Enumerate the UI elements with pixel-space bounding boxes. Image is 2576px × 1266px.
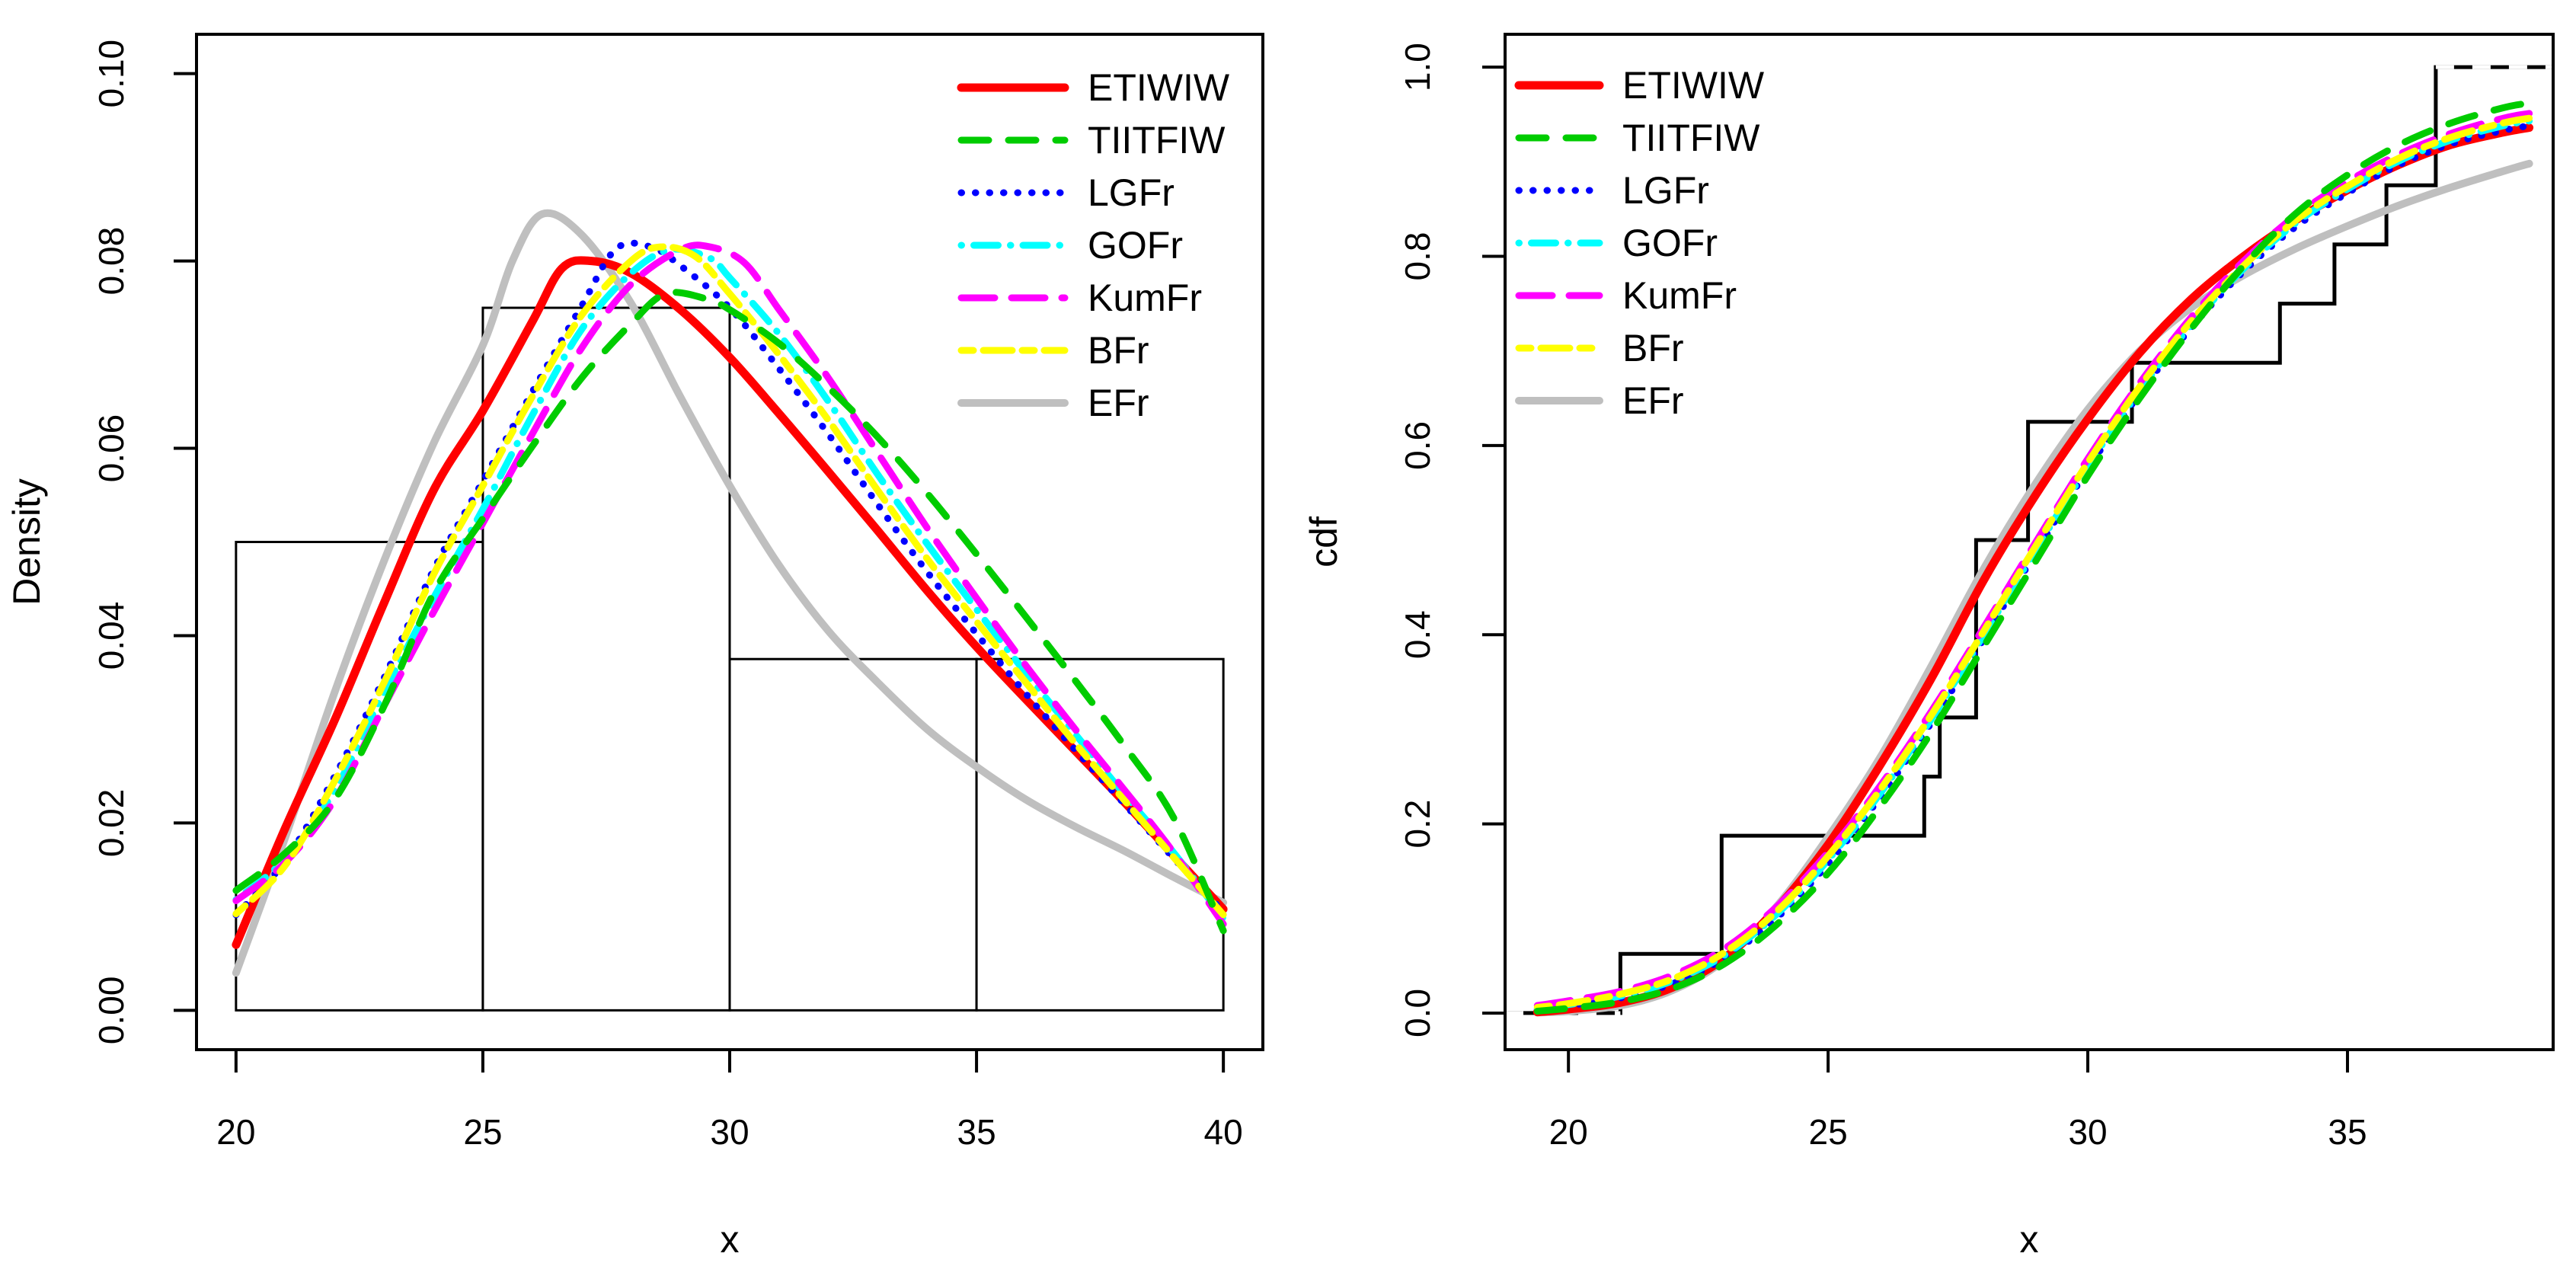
legend-label-BFr: BFr (1088, 329, 1149, 372)
x-tick-label: 20 (1549, 1112, 1588, 1152)
y-tick-label: 0.0 (1398, 989, 1437, 1037)
curve-LGFr (232, 239, 1227, 919)
x-axis-title: x (721, 1218, 740, 1261)
legend-label-LGFr: LGFr (1622, 169, 1709, 212)
cdf-panel: 20 25 30 35 0.0 0.2 0.4 0.6 0.8 1.0 x cdf ETIWIW TII… (1302, 33, 2555, 1261)
legend-item-KumFr: KumFr (957, 277, 1202, 319)
legend-label-KumFr: KumFr (1088, 277, 1202, 319)
curve-EFr (232, 209, 1228, 977)
y-tick-label: 0.6 (1398, 421, 1437, 470)
x-axis-title: x (2020, 1218, 2039, 1261)
y-tick-label: 0.02 (91, 789, 131, 858)
legend-label-EFr: EFr (1622, 379, 1684, 422)
legend-item-TIITFIW: TIITFIW (1515, 117, 1760, 159)
y-tick-label: 0.04 (91, 602, 131, 670)
ecdf-step-line (1505, 65, 2553, 1015)
legend-item-TIITFIW: TIITFIW (957, 119, 1226, 161)
legend-item-LGFr: LGFr (957, 171, 1175, 214)
legend-label-GOFr: GOFr (1088, 224, 1183, 267)
y-tick-label: 0.06 (91, 414, 131, 483)
curve-BFr (232, 243, 1227, 919)
legend-item-GOFr: GOFr (1515, 222, 1718, 264)
histogram-bar (975, 657, 1225, 1012)
y-axis-title: cdf (1302, 516, 1345, 567)
x-tick-label: 25 (463, 1112, 502, 1152)
x-tick-label: 35 (957, 1112, 996, 1152)
legend-item-LGFr: LGFr (1515, 169, 1709, 212)
y-tick-label: 0.10 (91, 40, 131, 108)
y-tick-label: 0.4 (1398, 610, 1437, 659)
curve-BFr (1533, 114, 2533, 1011)
curve-KumFr (232, 241, 1227, 928)
legend-item-KumFr: KumFr (1515, 274, 1737, 317)
x-tick-label: 20 (216, 1112, 255, 1152)
legend-item-GOFr: GOFr (957, 224, 1183, 267)
y-axis-title: Density (5, 478, 48, 606)
y-tick-label: 1.0 (1398, 43, 1437, 91)
histogram-bar (235, 541, 484, 1012)
histogram-bar (728, 657, 978, 1012)
y-tick-label: 0.08 (91, 227, 131, 296)
x-tick-label: 25 (1809, 1112, 1848, 1152)
curve-TIITFIW (232, 289, 1227, 935)
curve-ETIWIW (232, 256, 1228, 949)
legend-label-ETIWIW: ETIWIW (1088, 66, 1230, 109)
legend: ETIWIW TIITFIW LGFr GOFr KumFr BFr EFr (957, 66, 1230, 424)
y-tick-label: 0.8 (1398, 232, 1437, 280)
legend: ETIWIW TIITFIW LGFr GOFr KumFr BFr EFr (1514, 64, 1765, 422)
legend-item-ETIWIW: ETIWIW (957, 66, 1230, 109)
curve-GOFr (232, 245, 1227, 922)
legend-item-BFr: BFr (1515, 327, 1684, 369)
x-tick-label: 30 (710, 1112, 749, 1152)
legend-label-TIITFIW: TIITFIW (1088, 119, 1226, 161)
legend-label-TIITFIW: TIITFIW (1622, 117, 1760, 159)
y-tick-label: 0.2 (1398, 800, 1437, 849)
x-tick-label: 40 (1204, 1112, 1243, 1152)
plot-frame (1504, 33, 2555, 1051)
legend-label-GOFr: GOFr (1622, 222, 1718, 264)
legend-item-EFr: EFr (1515, 379, 1684, 422)
legend-label-LGFr: LGFr (1088, 171, 1175, 214)
y-tick-label: 0.00 (91, 977, 131, 1045)
legend-item-BFr: BFr (957, 329, 1149, 372)
x-tick-label: 35 (2328, 1112, 2367, 1152)
legend-label-ETIWIW: ETIWIW (1622, 64, 1765, 107)
legend-label-BFr: BFr (1622, 327, 1684, 369)
legend-label-EFr: EFr (1088, 382, 1149, 424)
x-tick-label: 30 (2068, 1112, 2107, 1152)
legend-item-ETIWIW: ETIWIW (1514, 64, 1765, 107)
density-panel: 20 25 30 35 40 0.00 0.02 0.04 0.06 0.08 0.10 x Densi… (5, 33, 1264, 1261)
legend-item-EFr: EFr (957, 382, 1149, 424)
curve-TIITFIW (1533, 99, 2533, 1015)
legend-label-KumFr: KumFr (1622, 274, 1737, 317)
